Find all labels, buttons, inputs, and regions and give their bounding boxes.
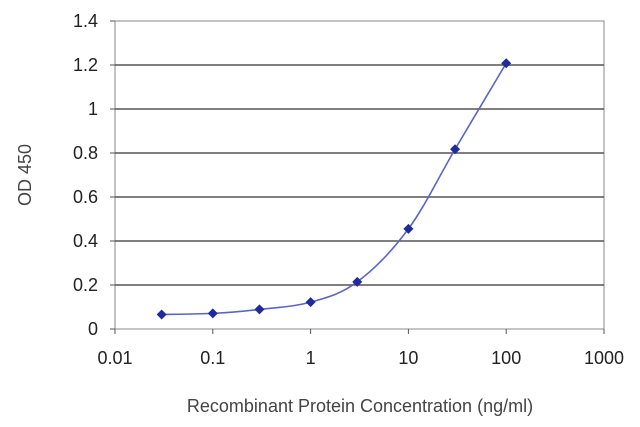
y-tick-label: 0.4 [73,231,98,251]
y-tick-label: 0.8 [73,143,98,163]
data-point [501,58,512,69]
y-tick-label: 1.4 [73,11,98,31]
y-axis-label: OD 450 [15,144,35,206]
y-tick-label: 0 [88,319,98,339]
x-tick-label: 0.1 [200,348,225,368]
y-tick-label: 0.2 [73,275,98,295]
data-point [305,297,316,308]
y-tick-labels: 0 0.2 0.4 0.6 0.8 1 1.2 1.4 [73,11,115,339]
data-point [156,309,167,320]
gridlines [115,64,604,286]
y-tick-label: 1 [88,99,98,119]
x-tick-label: 10 [398,348,418,368]
data-point [207,308,218,319]
y-tick-label: 1.2 [73,55,98,75]
data-point [254,304,265,315]
x-axis-label: Recombinant Protein Concentration (ng/ml… [187,396,533,416]
plot-area [114,20,605,330]
series-group [156,58,512,320]
data-point [403,223,414,234]
x-tick-label: 1 [306,348,316,368]
x-tick-label: 1000 [584,348,624,368]
x-tick-label: 100 [491,348,521,368]
x-tick-labels: 0.01 0.1 1 10 100 1000 [97,329,624,368]
y-tick-label: 0.6 [73,187,98,207]
data-point [450,144,461,155]
data-point [352,276,363,287]
x-tick-label: 0.01 [97,348,132,368]
